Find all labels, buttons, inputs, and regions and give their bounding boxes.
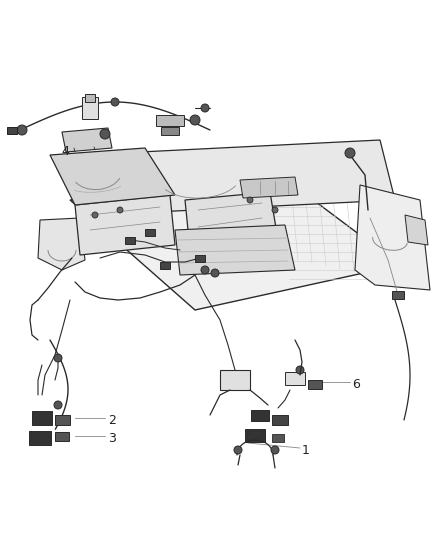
Bar <box>32 411 52 425</box>
Bar <box>7 126 17 133</box>
Bar <box>195 254 205 262</box>
Circle shape <box>190 115 200 125</box>
Circle shape <box>17 125 27 135</box>
Circle shape <box>111 98 119 106</box>
Circle shape <box>247 197 253 203</box>
Bar <box>392 291 404 299</box>
Polygon shape <box>405 215 428 245</box>
Circle shape <box>117 207 123 213</box>
Bar <box>161 127 179 135</box>
Text: 4: 4 <box>61 145 69 158</box>
Circle shape <box>272 207 278 213</box>
Circle shape <box>345 148 355 158</box>
Bar <box>160 262 170 269</box>
Polygon shape <box>75 195 175 255</box>
Bar <box>82 97 98 119</box>
Bar <box>308 379 322 389</box>
Circle shape <box>92 212 98 218</box>
Bar <box>156 115 184 125</box>
Bar <box>85 94 95 102</box>
Polygon shape <box>185 192 278 250</box>
Bar <box>272 415 288 425</box>
Bar <box>29 431 51 445</box>
Polygon shape <box>355 185 430 290</box>
Text: 3: 3 <box>108 432 116 446</box>
Polygon shape <box>50 148 175 205</box>
Circle shape <box>201 266 209 274</box>
Text: 2: 2 <box>108 415 116 427</box>
Circle shape <box>54 401 62 409</box>
Bar <box>245 429 265 441</box>
Bar <box>125 237 135 244</box>
Circle shape <box>201 104 209 112</box>
Circle shape <box>54 354 62 362</box>
Bar <box>220 370 250 390</box>
Polygon shape <box>38 218 85 270</box>
Bar <box>55 432 69 440</box>
Bar <box>54 415 70 425</box>
Polygon shape <box>62 128 112 152</box>
Text: 6: 6 <box>352 378 360 392</box>
Polygon shape <box>80 140 395 215</box>
Bar <box>285 372 305 384</box>
Circle shape <box>211 269 219 277</box>
Text: 1: 1 <box>302 445 310 457</box>
Circle shape <box>296 366 304 374</box>
Circle shape <box>234 446 242 454</box>
Circle shape <box>271 446 279 454</box>
Polygon shape <box>70 175 400 310</box>
Circle shape <box>100 129 110 139</box>
Bar <box>145 229 155 236</box>
Bar <box>272 434 284 442</box>
Bar <box>251 409 269 421</box>
Polygon shape <box>240 177 298 198</box>
Polygon shape <box>175 225 295 275</box>
